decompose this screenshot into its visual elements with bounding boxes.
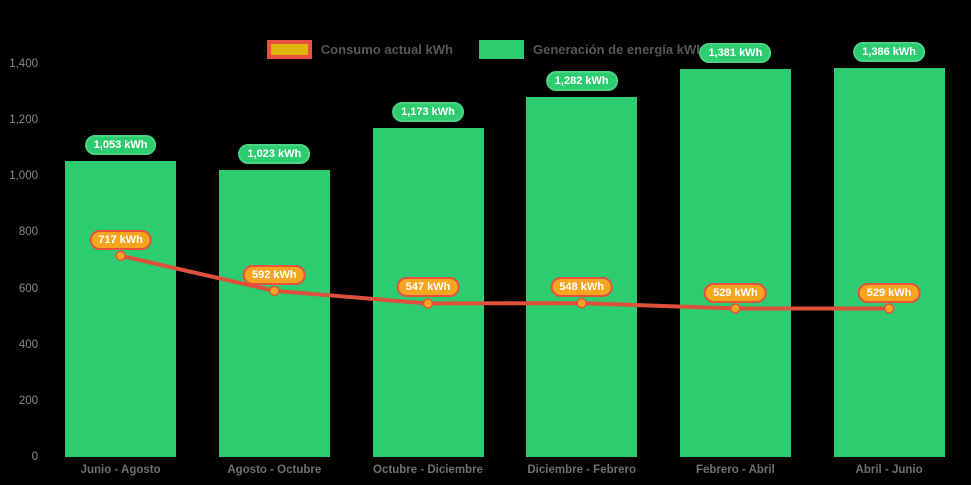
legend-label-consumo: Consumo actual kWh	[320, 42, 453, 57]
consumption-value-label: 717 kWh	[89, 229, 152, 250]
generation-bar[interactable]	[679, 69, 791, 457]
generation-value-label: 1,381 kWh	[699, 43, 772, 64]
y-axis-tick-label: 800	[18, 226, 38, 239]
y-axis-tick-label: 0	[31, 451, 38, 463]
y-axis-tick-label: 1,400	[9, 58, 38, 70]
consumption-value-label: 547 kWh	[396, 277, 460, 298]
generation-value-label: 1,386 kWh	[853, 41, 925, 62]
consumption-value-label: 592 kWh	[242, 264, 306, 285]
y-axis-tick-label: 1,000	[9, 170, 38, 183]
x-axis-category-label: Agosto - Octubre	[227, 464, 322, 476]
chart-legend: Consumo actual kWh Generación de energía…	[0, 40, 971, 59]
consumption-point-marker[interactable]	[883, 303, 895, 314]
y-axis-tick-label: 600	[18, 282, 38, 295]
x-axis-category-label: Octubre - Diciembre	[373, 464, 483, 476]
y-axis-tick-label: 1,200	[9, 114, 38, 127]
consumption-point-marker[interactable]	[115, 250, 126, 261]
x-axis-category-label: Junio - Agosto	[80, 464, 161, 476]
generation-value-label: 1,282 kWh	[545, 71, 618, 92]
legend-item-generacion[interactable]: Generación de energía kWh	[478, 40, 705, 59]
consumption-value-label: 548 kWh	[550, 277, 614, 298]
generation-swatch-icon	[478, 40, 524, 59]
generation-bar[interactable]	[526, 97, 638, 457]
consumption-value-label: 529 kWh	[857, 282, 921, 303]
y-axis-tick-label: 200	[18, 394, 38, 407]
consumption-line	[118, 253, 892, 311]
x-axis-category-label: Febrero - Abril	[695, 464, 775, 476]
consumption-point-marker[interactable]	[269, 285, 280, 297]
consumption-swatch-icon	[266, 40, 312, 59]
consumption-point-marker[interactable]	[576, 297, 587, 309]
consumption-point-marker[interactable]	[730, 303, 741, 314]
legend-label-generacion: Generación de energía kWh	[532, 42, 705, 57]
generation-bar[interactable]	[65, 161, 177, 457]
consumption-point-marker[interactable]	[422, 298, 434, 309]
generation-bar[interactable]	[833, 67, 945, 457]
y-axis-tick-label: 400	[18, 338, 38, 351]
generation-value-label: 1,023 kWh	[238, 143, 311, 164]
x-axis-category-label: Diciembre - Febrero	[527, 464, 637, 476]
consumption-value-label: 529 kWh	[704, 282, 767, 303]
generation-value-label: 1,053 kWh	[84, 135, 157, 156]
legend-item-consumo[interactable]: Consumo actual kWh	[266, 40, 453, 59]
generation-value-label: 1,173 kWh	[392, 101, 464, 122]
x-axis-category-label: Abril - Junio	[855, 464, 923, 476]
generation-bar[interactable]	[218, 169, 330, 457]
